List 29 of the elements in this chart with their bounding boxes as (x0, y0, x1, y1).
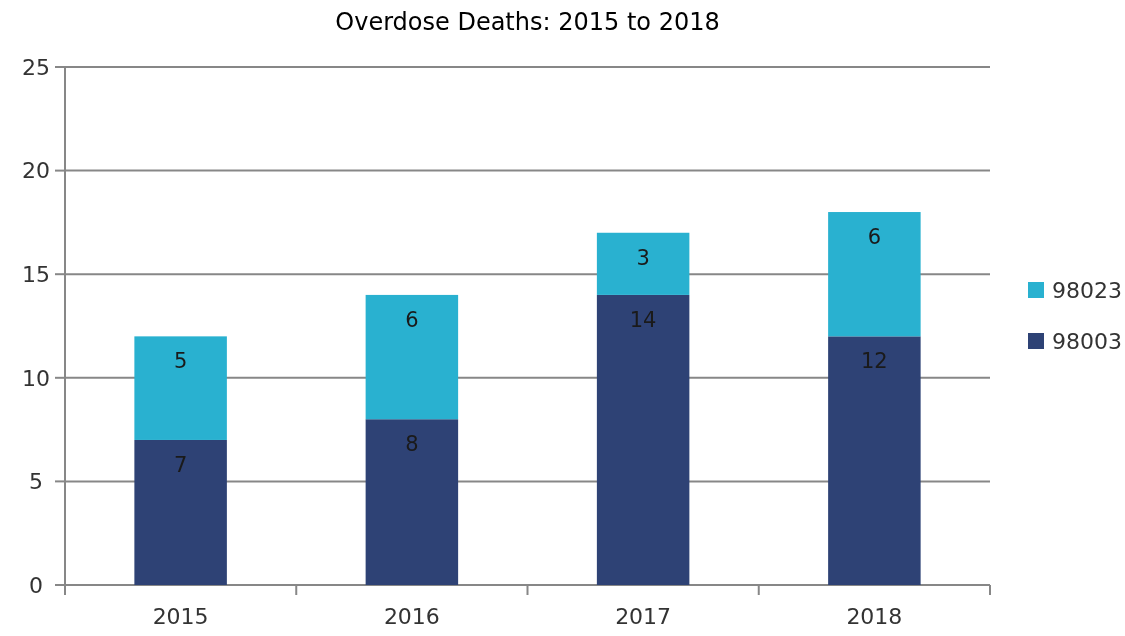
data-label: 8 (405, 432, 419, 457)
bar (596, 232, 690, 295)
bar (365, 294, 459, 420)
data-label: 3 (636, 245, 650, 270)
x-tick-label: 2016 (383, 604, 440, 629)
data-label: 7 (173, 452, 188, 477)
data-label: 5 (173, 349, 188, 374)
bar (134, 336, 227, 440)
bar (134, 439, 227, 585)
y-tick-label: 0 (29, 572, 43, 598)
x-tick-label: 2018 (846, 604, 903, 629)
x-tick-label: 2017 (615, 604, 672, 629)
chart-title: Overdose Deaths: 2015 to 2018 (335, 8, 720, 36)
bar (828, 336, 921, 585)
legend-label: 98003 (1052, 328, 1122, 354)
data-label: 6 (867, 225, 882, 250)
data-label: 12 (861, 349, 888, 374)
legend-label: 98023 (1052, 277, 1122, 303)
y-tick-label: 20 (22, 158, 50, 184)
y-tick-label: 10 (22, 365, 50, 391)
x-tick-label: 2015 (152, 604, 209, 629)
bar (828, 212, 921, 337)
y-tick-label: 15 (22, 261, 50, 287)
data-label: 14 (629, 307, 657, 332)
data-label: 6 (405, 307, 419, 332)
bar (596, 294, 690, 585)
bar (365, 419, 459, 585)
y-tick-label: 5 (29, 469, 43, 495)
y-tick-label: 25 (22, 54, 50, 80)
